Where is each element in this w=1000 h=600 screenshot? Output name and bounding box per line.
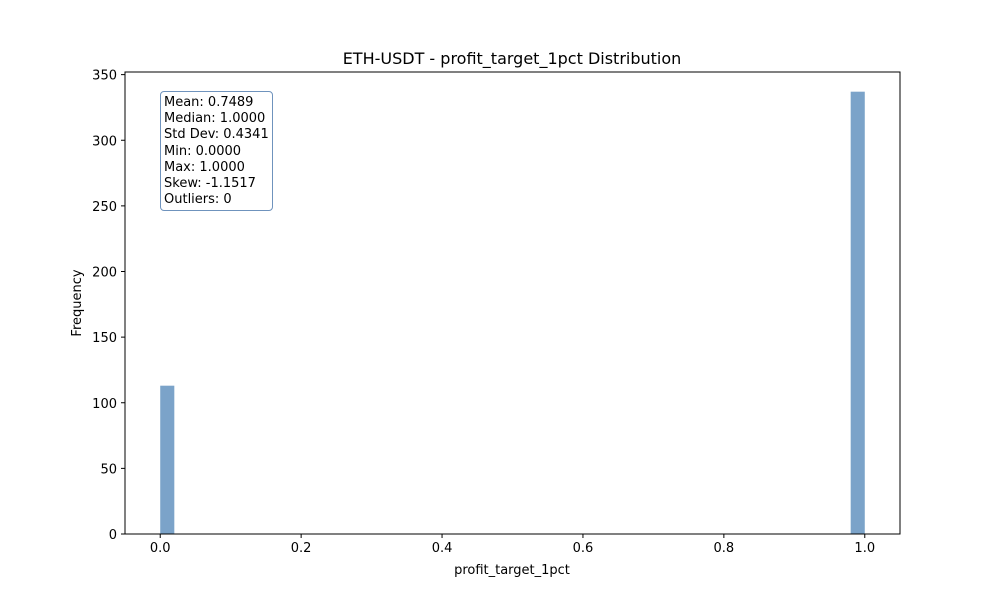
histogram-bar [160, 385, 175, 534]
bars-group [160, 91, 865, 534]
stat-median: Median: 1.0000 [164, 111, 266, 127]
x-tick-label: 0.8 [714, 541, 735, 556]
x-tick-label: 0.2 [291, 541, 312, 556]
histogram-bar [850, 91, 865, 534]
stat-std-dev: Std Dev: 0.4341 [164, 127, 269, 143]
y-tick-label: 150 [92, 331, 117, 346]
stat-outliers: Outliers: 0 [164, 192, 232, 208]
y-tick-label: 200 [92, 266, 117, 281]
y-tick-label: 0 [109, 528, 117, 543]
y-axis-label: Frequency [70, 269, 85, 336]
stat-max: Max: 1.0000 [164, 159, 245, 175]
y-tick-label: 250 [92, 200, 117, 215]
x-tick-label: 0.0 [150, 541, 171, 556]
chart-title: ETH-USDT - profit_target_1pct Distributi… [343, 49, 682, 69]
y-axis-ticks: 0 50 100 150 200 250 300 350 [92, 69, 125, 543]
stat-skew: Skew: -1.1517 [164, 176, 256, 192]
x-tick-label: 0.6 [573, 541, 594, 556]
x-axis-ticks: 0.0 0.2 0.4 0.6 0.8 1.0 [150, 534, 875, 556]
x-tick-label: 0.4 [432, 541, 453, 556]
x-tick-label: 1.0 [854, 541, 875, 556]
x-axis-label: profit_target_1pct [454, 563, 570, 578]
stats-box: Mean: 0.7489 Median: 1.0000 Std Dev: 0.4… [160, 91, 273, 212]
y-tick-label: 350 [92, 69, 117, 84]
plot-frame [124, 71, 901, 535]
y-tick-label: 100 [92, 397, 117, 412]
y-tick-label: 300 [92, 134, 117, 149]
y-tick-label: 50 [100, 462, 117, 477]
stat-mean: Mean: 0.7489 [164, 95, 254, 110]
stat-min: Min: 0.0000 [164, 143, 242, 159]
